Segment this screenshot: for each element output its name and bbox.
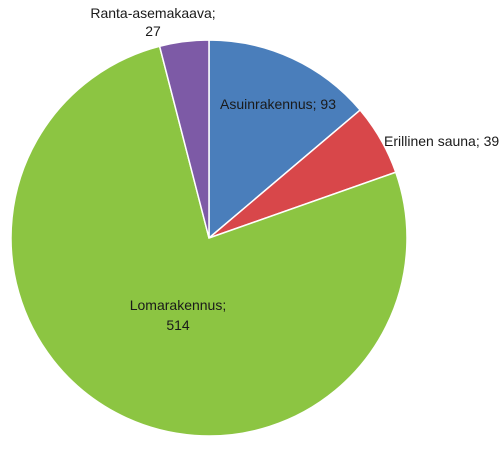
pie-slice-0 [208,39,362,240]
slice-label-0: Asuinrakennus; 93 [220,96,336,112]
pie-slice-3 [158,39,210,239]
pie-slice-2 [10,45,408,437]
slice-label-3: Ranta-asemakaava; 27 [90,5,215,39]
slice-label-1: Erillinen sauna; 39 [384,133,499,149]
slice-label-2: Lomarakennus; 514 [130,297,227,333]
